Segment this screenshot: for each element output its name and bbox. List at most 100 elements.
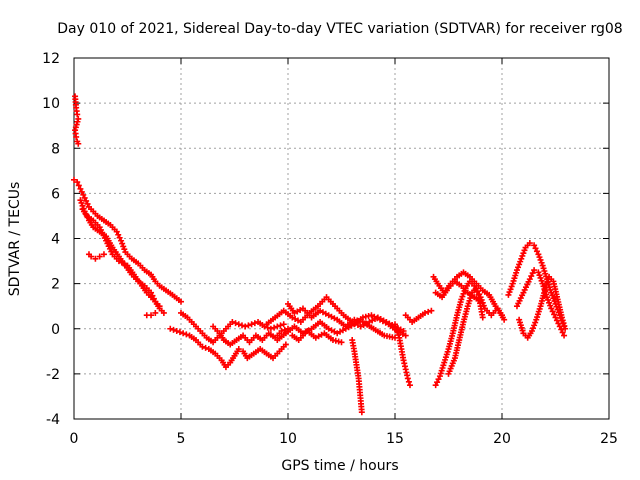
- data-point: [121, 246, 128, 253]
- x-tick-label: 0: [70, 431, 79, 447]
- data-point: [538, 259, 545, 266]
- data-point: [531, 322, 538, 329]
- data-point: [160, 309, 167, 316]
- data-point: [561, 332, 568, 339]
- data-point: [559, 329, 566, 336]
- data-point: [558, 314, 565, 321]
- data-point: [528, 273, 535, 280]
- data-point: [71, 176, 77, 183]
- data-point: [78, 188, 85, 195]
- data-point: [543, 294, 550, 301]
- data-point: [232, 320, 239, 327]
- data-point: [560, 320, 567, 327]
- data-point: [73, 121, 80, 128]
- chart-title: Day 010 of 2021, Sidereal Day-to-day VTE…: [57, 21, 622, 37]
- data-point: [536, 254, 543, 261]
- data-point: [119, 240, 126, 247]
- data-point: [338, 339, 345, 346]
- series-dip-early: [85, 251, 107, 262]
- data-point: [552, 314, 559, 321]
- data-point: [183, 331, 190, 338]
- data-point: [178, 298, 184, 305]
- data-point: [421, 309, 428, 316]
- data-point: [264, 324, 271, 331]
- data-point: [428, 307, 435, 314]
- data-point: [271, 324, 278, 331]
- data-point: [533, 248, 540, 255]
- data-point: [435, 376, 442, 383]
- data-point: [280, 321, 287, 328]
- data-point: [529, 270, 536, 277]
- data-point: [506, 289, 513, 296]
- data-point: [92, 255, 99, 262]
- data-point: [432, 382, 439, 389]
- data-point: [72, 124, 79, 131]
- data-point: [519, 252, 526, 259]
- x-tick-label: 25: [600, 431, 618, 447]
- data-point: [96, 253, 103, 260]
- series-right-b: [402, 307, 435, 325]
- data-point: [405, 378, 412, 385]
- data-point: [406, 382, 413, 389]
- y-tick-label: 10: [42, 96, 60, 112]
- series-plateau-low: [432, 278, 484, 305]
- data-point: [74, 179, 81, 186]
- data-point: [74, 118, 81, 125]
- x-tick-label: 5: [177, 431, 186, 447]
- series-main-mid: [79, 206, 163, 310]
- data-point: [74, 111, 81, 118]
- data-point: [535, 251, 542, 258]
- data-point: [242, 323, 249, 330]
- data-point: [425, 308, 432, 315]
- data-point: [555, 320, 562, 327]
- data-point: [358, 409, 365, 416]
- data-point: [548, 289, 555, 296]
- data-point: [538, 277, 545, 284]
- data-point: [176, 329, 183, 336]
- data-point: [531, 267, 538, 274]
- data-point: [80, 191, 87, 198]
- data-point: [551, 311, 558, 318]
- data-point: [235, 346, 242, 353]
- data-point: [152, 309, 159, 316]
- data-point: [562, 325, 569, 332]
- data-point: [501, 316, 508, 323]
- data-point: [274, 323, 281, 330]
- data-point: [75, 115, 82, 122]
- data-point: [100, 251, 107, 258]
- data-point: [281, 326, 288, 333]
- data-point: [113, 228, 120, 235]
- data-point: [526, 276, 533, 283]
- y-tick-label: -4: [46, 412, 60, 428]
- data-point: [546, 299, 553, 306]
- series-middle-c: [285, 300, 398, 341]
- data-point: [460, 290, 467, 297]
- axis-ticks: 0 5 10 15 20 25 -4 -2 0 2 4 6 8 10 12: [42, 51, 618, 447]
- data-point: [553, 317, 560, 324]
- data-point: [180, 330, 187, 337]
- data-point: [83, 197, 90, 204]
- data-point: [167, 325, 174, 332]
- data-point: [199, 343, 206, 350]
- data-point: [531, 242, 538, 249]
- series-drop: [349, 337, 365, 416]
- data-point: [536, 272, 543, 279]
- data-point: [479, 314, 486, 321]
- series-spike-start: [72, 93, 82, 147]
- data-point: [78, 199, 85, 206]
- data-point: [507, 286, 514, 293]
- y-tick-label: 6: [51, 186, 60, 202]
- data-point: [115, 231, 122, 238]
- data-point: [537, 256, 544, 263]
- series-stub: [143, 309, 159, 319]
- data-point: [513, 267, 520, 274]
- data-point: [515, 264, 522, 271]
- data-point: [530, 325, 537, 332]
- data-point: [116, 234, 123, 241]
- series-dome-drop: [516, 273, 569, 341]
- y-tick-label: 12: [42, 51, 60, 67]
- data-point: [480, 302, 487, 309]
- x-tick-label: 10: [279, 431, 297, 447]
- data-point: [120, 243, 127, 250]
